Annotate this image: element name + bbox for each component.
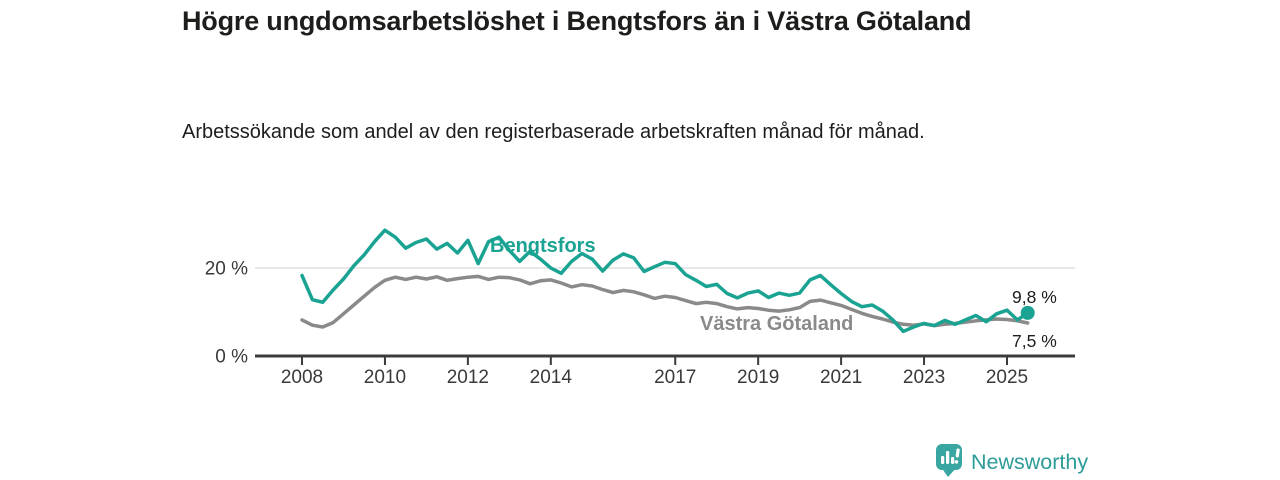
end-value-label-vastra-gotaland: 7,5 %: [1012, 331, 1057, 351]
x-axis-tick-label: 2008: [281, 367, 323, 388]
series-label-bengtsfors: Bengtsfors: [490, 235, 596, 257]
x-axis-tick-label: 2025: [986, 367, 1028, 388]
plot-area: 0 % 20 % 2008 2010 2012 2014 2017 2019 2021 2023 2…: [205, 228, 1075, 388]
x-axis-tick-label: 2021: [820, 367, 862, 388]
end-value-label-bengtsfors: 9,8 %: [1012, 287, 1057, 307]
bar-chart-icon: [941, 448, 960, 464]
y-axis-tick-label: 0 %: [215, 347, 248, 368]
series-line-bengtsfors: [300, 228, 1030, 334]
label-layer: Bengtsfors Västra Götaland 9,8 % 7,5 %: [490, 235, 1057, 351]
brand-name: Newsworthy: [971, 450, 1088, 474]
newsworthy-logo[interactable]: Newsworthy: [936, 444, 1088, 477]
exclamation-mark-icon: [954, 448, 960, 464]
x-axis-tick-label: 2010: [364, 367, 406, 388]
series-line-v-stra-g-taland: [300, 274, 1030, 329]
x-axis-tick-label: 2017: [654, 367, 696, 388]
end-point-marker: [1020, 305, 1035, 320]
y-axis-tick-label: 20 %: [205, 259, 248, 280]
chart-subtitle: Arbetssökande som andel av den registerb…: [182, 121, 925, 143]
chart-title: Högre ungdomsarbetslöshet i Bengtsfors ä…: [182, 6, 972, 36]
x-axis-tick-label: 2012: [447, 367, 489, 388]
x-axis-tick-label: 2023: [903, 367, 945, 388]
x-axis-tick-label: 2014: [530, 367, 573, 388]
speech-bubble-tail: [941, 467, 957, 477]
x-axis-tick-label: 2019: [737, 367, 779, 388]
series-label-vastra-gotaland: Västra Götaland: [700, 313, 853, 335]
